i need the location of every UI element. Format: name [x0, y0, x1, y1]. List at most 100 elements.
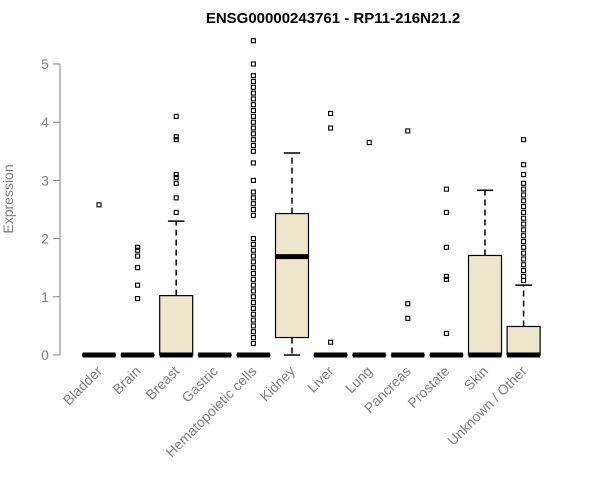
outlier-point [173, 137, 179, 143]
outlier-point [521, 268, 527, 274]
box-9 [429, 186, 464, 358]
outlier-point [135, 295, 141, 302]
outlier-point [250, 108, 256, 114]
outlier-point [250, 125, 256, 131]
outlier-point [521, 238, 527, 245]
box-0 [81, 202, 117, 358]
box-8 [390, 128, 425, 358]
outlier-point [521, 244, 527, 250]
outlier-point [328, 125, 334, 131]
outlier-point [250, 201, 256, 207]
outlier-point [250, 323, 256, 329]
outlier-point [521, 233, 527, 239]
outlier-point [250, 247, 256, 253]
outlier-point [135, 253, 141, 259]
outlier-point [521, 262, 527, 268]
box-1 [120, 244, 155, 358]
outlier-point [250, 137, 256, 143]
outlier-point [250, 160, 256, 166]
outlier-point [173, 180, 179, 186]
outlier-point [405, 128, 411, 134]
outlier-point [521, 198, 527, 204]
x-tick-label-9: Prostate [404, 363, 452, 411]
box-7 [352, 140, 387, 358]
x-tick-label-6: Liver [304, 363, 337, 396]
outlier-point [443, 330, 449, 337]
outlier-point [521, 137, 527, 143]
outlier-point [250, 276, 256, 282]
outlier-point [250, 90, 256, 96]
outlier-point [250, 78, 256, 85]
outlier-point [443, 276, 449, 282]
outlier-point [250, 189, 256, 195]
outlier-point [250, 195, 256, 201]
outlier-point [250, 102, 256, 108]
x-tick-label-0: Bladder [60, 363, 106, 409]
x-tick-label-5: Kidney [257, 363, 299, 405]
x-tick-label-2: Breast [142, 363, 182, 403]
outlier-point [250, 294, 256, 300]
outlier-point [250, 84, 256, 90]
outlier-point [173, 113, 179, 119]
outlier-point [250, 317, 256, 323]
outlier-point [250, 119, 256, 125]
y-axis: 0 1 2 3 4 5 [41, 56, 61, 363]
outlier-point [250, 329, 256, 335]
outlier-point [250, 340, 256, 346]
outlier-point [521, 215, 527, 221]
outlier-point [521, 227, 527, 233]
outlier-point [135, 247, 141, 253]
outlier-point [135, 265, 141, 271]
box-body [274, 212, 310, 339]
outlier-point [521, 186, 527, 192]
outlier-point [521, 277, 527, 284]
outlier-point [405, 315, 411, 321]
x-tick-label-10: Skin [461, 363, 492, 394]
outlier-point [250, 206, 256, 213]
outlier-point [250, 142, 256, 149]
box-2 [159, 113, 194, 358]
outlier-point [328, 339, 334, 345]
outlier-point [521, 221, 527, 227]
outlier-point [135, 282, 141, 288]
outlier-point [250, 270, 256, 277]
outlier-point [405, 301, 411, 307]
y-tick-label-0: 0 [41, 347, 49, 363]
y-tick-label-1: 1 [41, 289, 49, 305]
outlier-point [250, 212, 256, 218]
chart-title: ENSG00000243761 - RP11-216N21.2 [206, 10, 460, 27]
outlier-point [173, 174, 179, 181]
outlier-point [250, 61, 256, 67]
outlier-point [521, 204, 527, 210]
box-11 [506, 137, 541, 358]
y-tick-label-2: 2 [41, 231, 49, 247]
outlier-point [250, 334, 256, 341]
outlier-point [443, 273, 449, 279]
outlier-point [521, 192, 527, 198]
outlier-point [521, 172, 527, 178]
outlier-point [250, 73, 256, 79]
outlier-point [173, 172, 179, 178]
outlier-point [521, 256, 527, 262]
outlier-point [250, 305, 256, 311]
y-tick-label-5: 5 [41, 56, 49, 72]
box-4 [236, 38, 271, 358]
box-6 [313, 110, 348, 358]
outlier-point [173, 209, 179, 215]
outlier-point [250, 300, 256, 306]
outlier-point [250, 177, 256, 183]
box-body [159, 295, 194, 356]
outlier-point [443, 209, 449, 215]
box-10 [467, 189, 503, 358]
outlier-point [250, 241, 256, 247]
box-5 [274, 152, 310, 356]
outlier-point [250, 265, 256, 271]
y-tick-label-3: 3 [41, 172, 49, 188]
outlier-point [366, 140, 372, 146]
outlier-point [250, 282, 256, 288]
outlier-point [250, 288, 256, 294]
outlier-point [521, 162, 527, 168]
outlier-point [173, 195, 179, 201]
outlier-point [521, 273, 527, 279]
